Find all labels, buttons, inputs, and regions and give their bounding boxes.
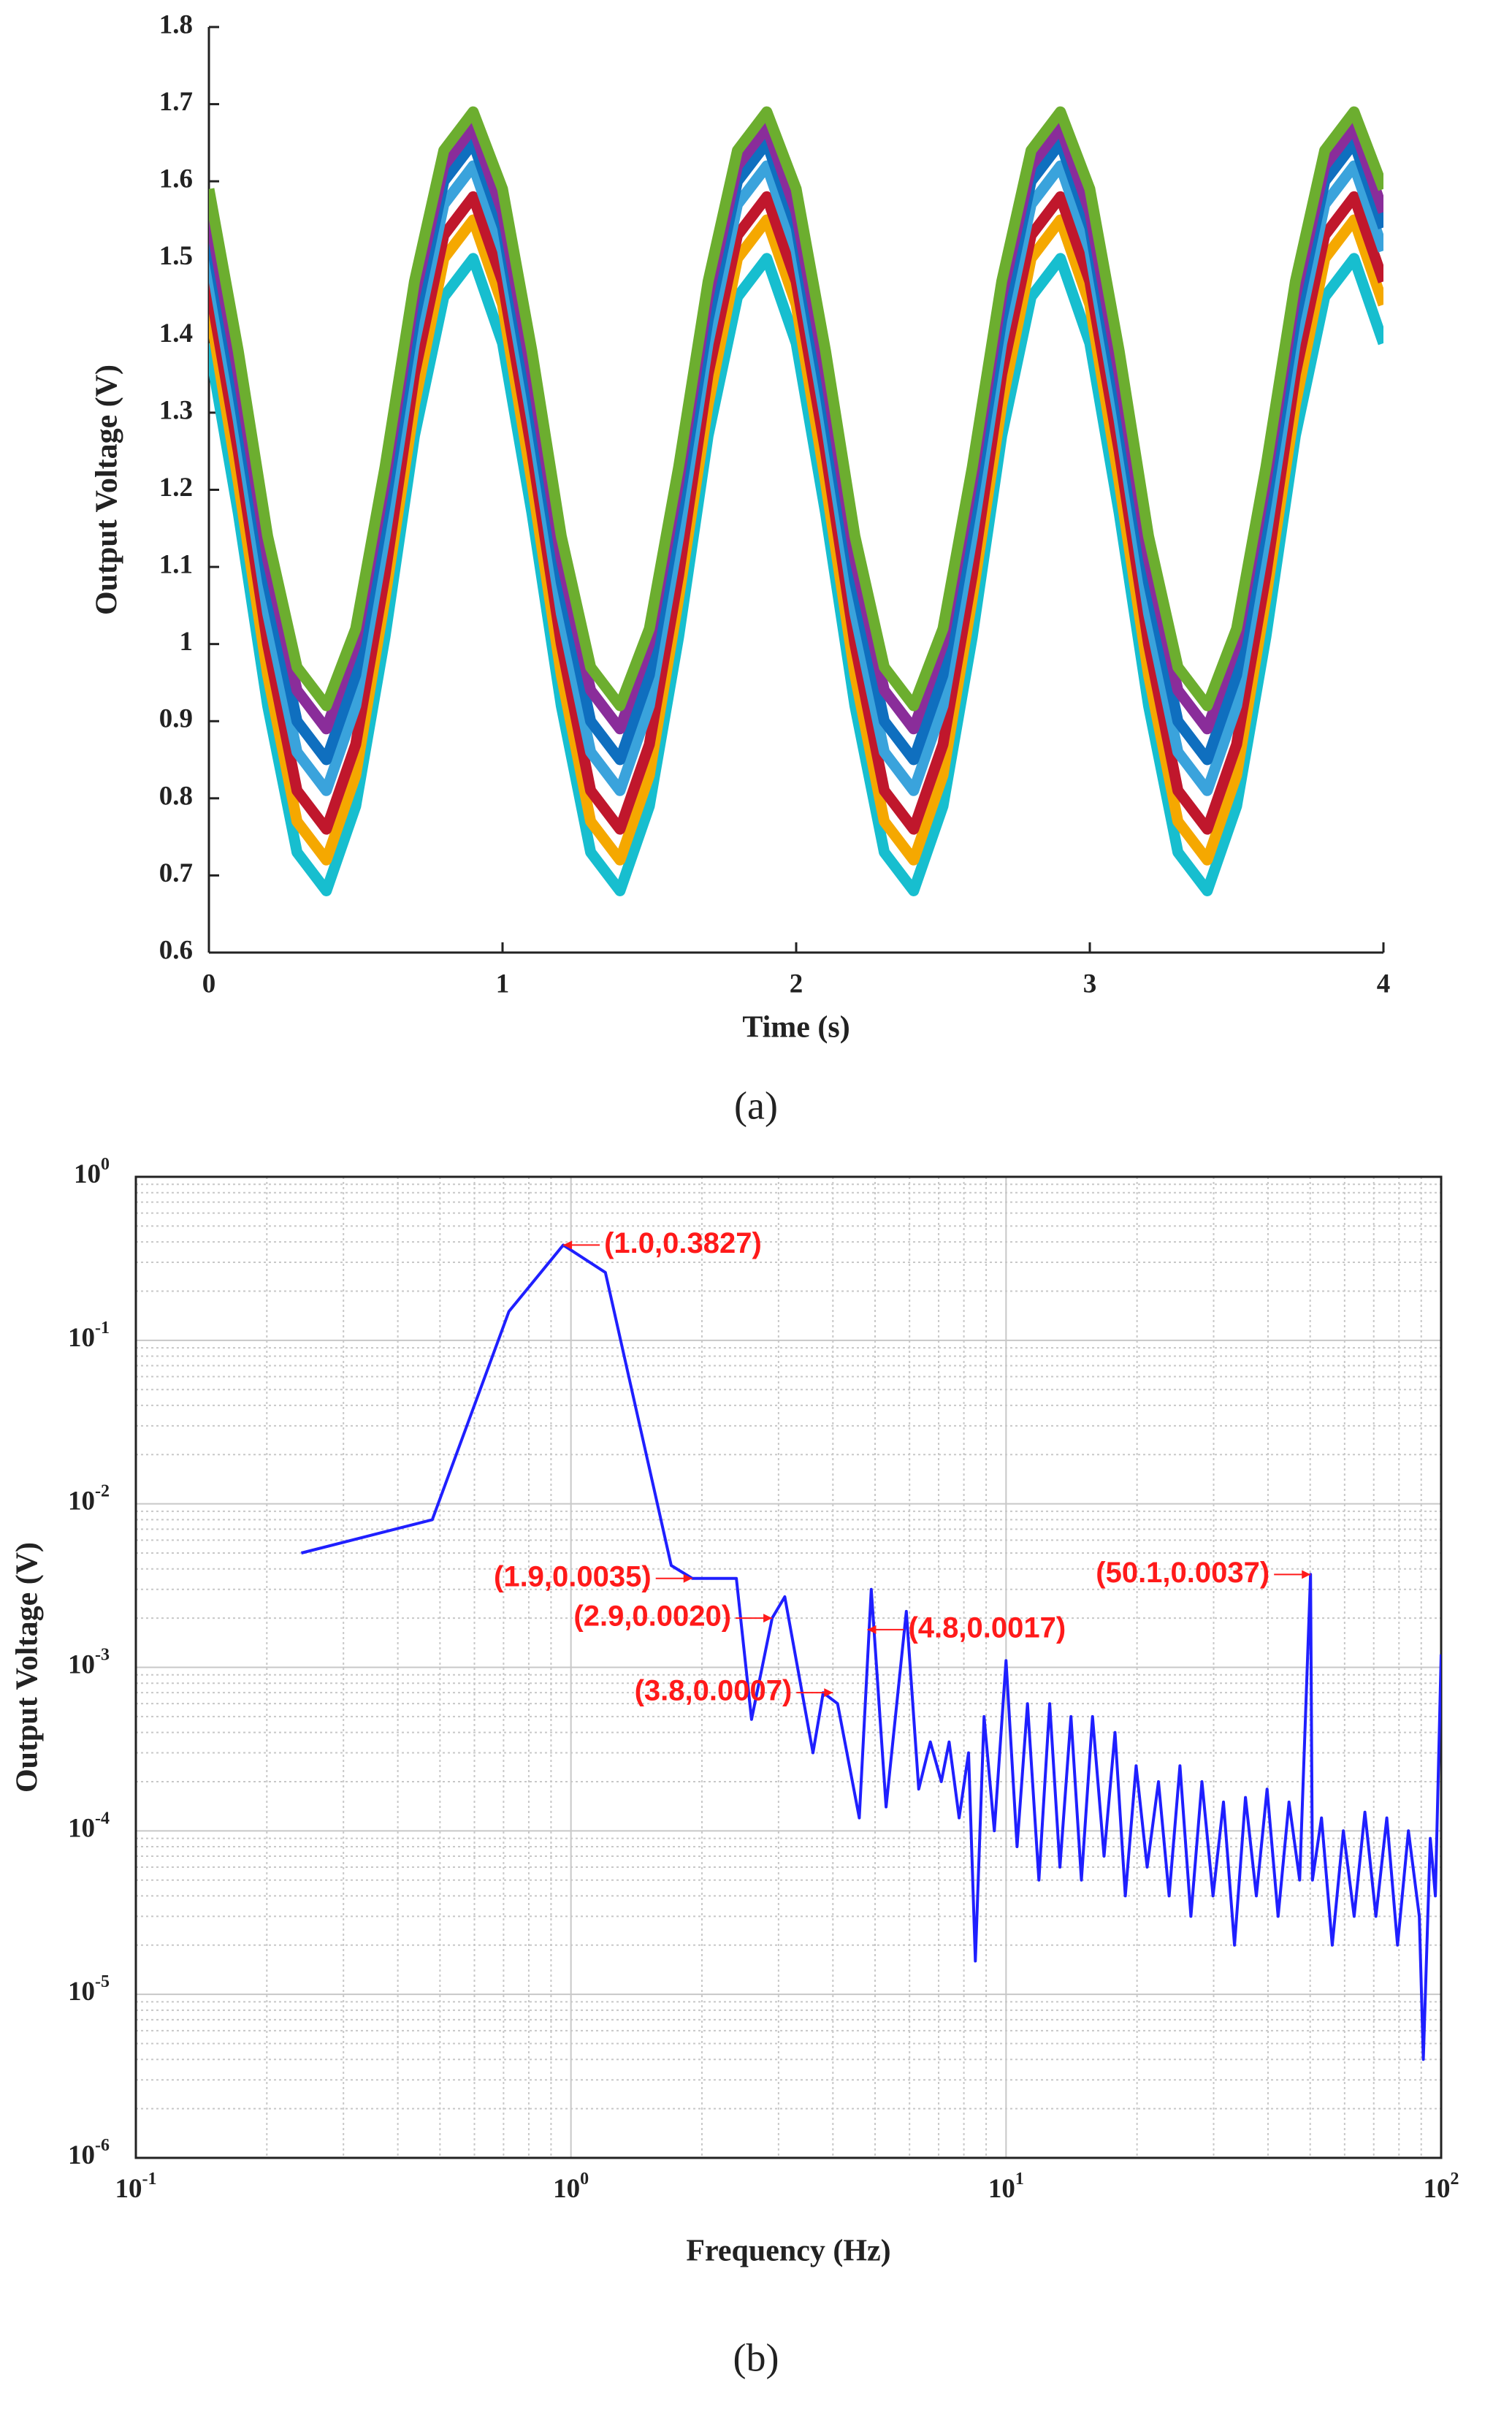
tick-base: 10 bbox=[1424, 2174, 1451, 2204]
series-line bbox=[209, 106, 1383, 711]
annotation: (3.8,0.0007) bbox=[635, 1675, 793, 1707]
tick-label: 10-5 bbox=[68, 1972, 110, 2007]
tick-label: 3 bbox=[1083, 969, 1097, 999]
tick-label: 1 bbox=[180, 627, 194, 657]
tick-base: 10 bbox=[74, 1159, 101, 1189]
tick-label: 0.7 bbox=[159, 858, 193, 888]
annotation: (1.9,0.0035) bbox=[494, 1560, 652, 1592]
tick-exponent: -4 bbox=[95, 1809, 110, 1828]
tick-base: 10 bbox=[553, 2174, 580, 2204]
tick-label: 0 bbox=[202, 969, 216, 999]
tick-base: 10 bbox=[68, 1323, 95, 1353]
tick-label: 1.1 bbox=[159, 550, 193, 580]
tick-base: 10 bbox=[68, 1650, 95, 1680]
arrow-head bbox=[867, 1625, 877, 1634]
tick-label: 1.3 bbox=[159, 395, 193, 425]
tick-base: 10 bbox=[68, 1487, 95, 1516]
tick-base: 10 bbox=[68, 1814, 95, 1844]
x-axis-label: Frequency (Hz) bbox=[686, 2235, 890, 2268]
tick-label: 1.6 bbox=[159, 164, 193, 194]
annotation: (50.1,0.0037) bbox=[1096, 1557, 1269, 1589]
tick-label: 1.4 bbox=[159, 318, 193, 348]
arrow-head bbox=[824, 1688, 833, 1698]
tick-label: 2 bbox=[790, 969, 803, 999]
tick-exponent: -1 bbox=[95, 1318, 110, 1337]
arrow-head bbox=[563, 1240, 573, 1250]
tick-label: 100 bbox=[74, 1155, 110, 1190]
tick-label: 10-4 bbox=[68, 1809, 110, 1844]
annotation: (2.9,0.0020) bbox=[573, 1601, 731, 1633]
tick-exponent: -1 bbox=[142, 2170, 157, 2189]
tick-label: 10-2 bbox=[68, 1481, 110, 1516]
tick-label: 102 bbox=[1424, 2170, 1459, 2205]
tick-exponent: -2 bbox=[95, 1481, 110, 1500]
tick-label: 10-3 bbox=[68, 1645, 110, 1680]
tick-label: 10-1 bbox=[115, 2170, 157, 2205]
tick-base: 10 bbox=[68, 1977, 95, 2007]
annotation: (4.8,0.0017) bbox=[908, 1611, 1066, 1644]
tick-base: 10 bbox=[115, 2174, 142, 2204]
series-line bbox=[301, 1243, 1441, 2061]
tick-label: 10-1 bbox=[68, 1318, 110, 1353]
tick-exponent: 0 bbox=[101, 1155, 110, 1174]
tick-label: 4 bbox=[1377, 969, 1391, 999]
tick-label: 1.7 bbox=[159, 87, 193, 117]
tick-label: 10-6 bbox=[68, 2136, 110, 2171]
tick-label: 0.6 bbox=[159, 935, 193, 965]
annotation: (1.0,0.3827) bbox=[604, 1227, 762, 1259]
tick-exponent: 2 bbox=[1451, 2170, 1459, 2189]
tick-exponent: 0 bbox=[580, 2170, 589, 2189]
tick-label: 1.5 bbox=[159, 241, 193, 271]
tick-label: 100 bbox=[553, 2170, 589, 2205]
tick-base: 10 bbox=[988, 2174, 1015, 2204]
y-axis-label: Output Voltage (V) bbox=[11, 1542, 45, 1793]
tick-base: 10 bbox=[68, 2140, 95, 2170]
arrow-head bbox=[763, 1614, 773, 1623]
x-axis-label: Time (s) bbox=[742, 1011, 849, 1045]
y-axis-label: Output Voltage (V) bbox=[91, 365, 124, 615]
tick-exponent: 1 bbox=[1015, 2170, 1024, 2189]
tick-exponent: -3 bbox=[95, 1645, 110, 1664]
tick-exponent: -5 bbox=[95, 1972, 110, 1991]
tick-label: 1.8 bbox=[159, 9, 193, 39]
caption: (a) bbox=[734, 1083, 778, 1127]
arrow-head bbox=[683, 1573, 692, 1583]
caption: (b) bbox=[733, 2335, 779, 2379]
tick-label: 1.2 bbox=[159, 473, 193, 503]
tick-label: 101 bbox=[988, 2170, 1024, 2205]
tick-label: 1 bbox=[496, 969, 510, 999]
arrow-head bbox=[1302, 1570, 1311, 1579]
tick-label: 0.8 bbox=[159, 781, 193, 811]
tick-label: 0.9 bbox=[159, 704, 193, 734]
tick-exponent: -6 bbox=[95, 2136, 110, 2155]
